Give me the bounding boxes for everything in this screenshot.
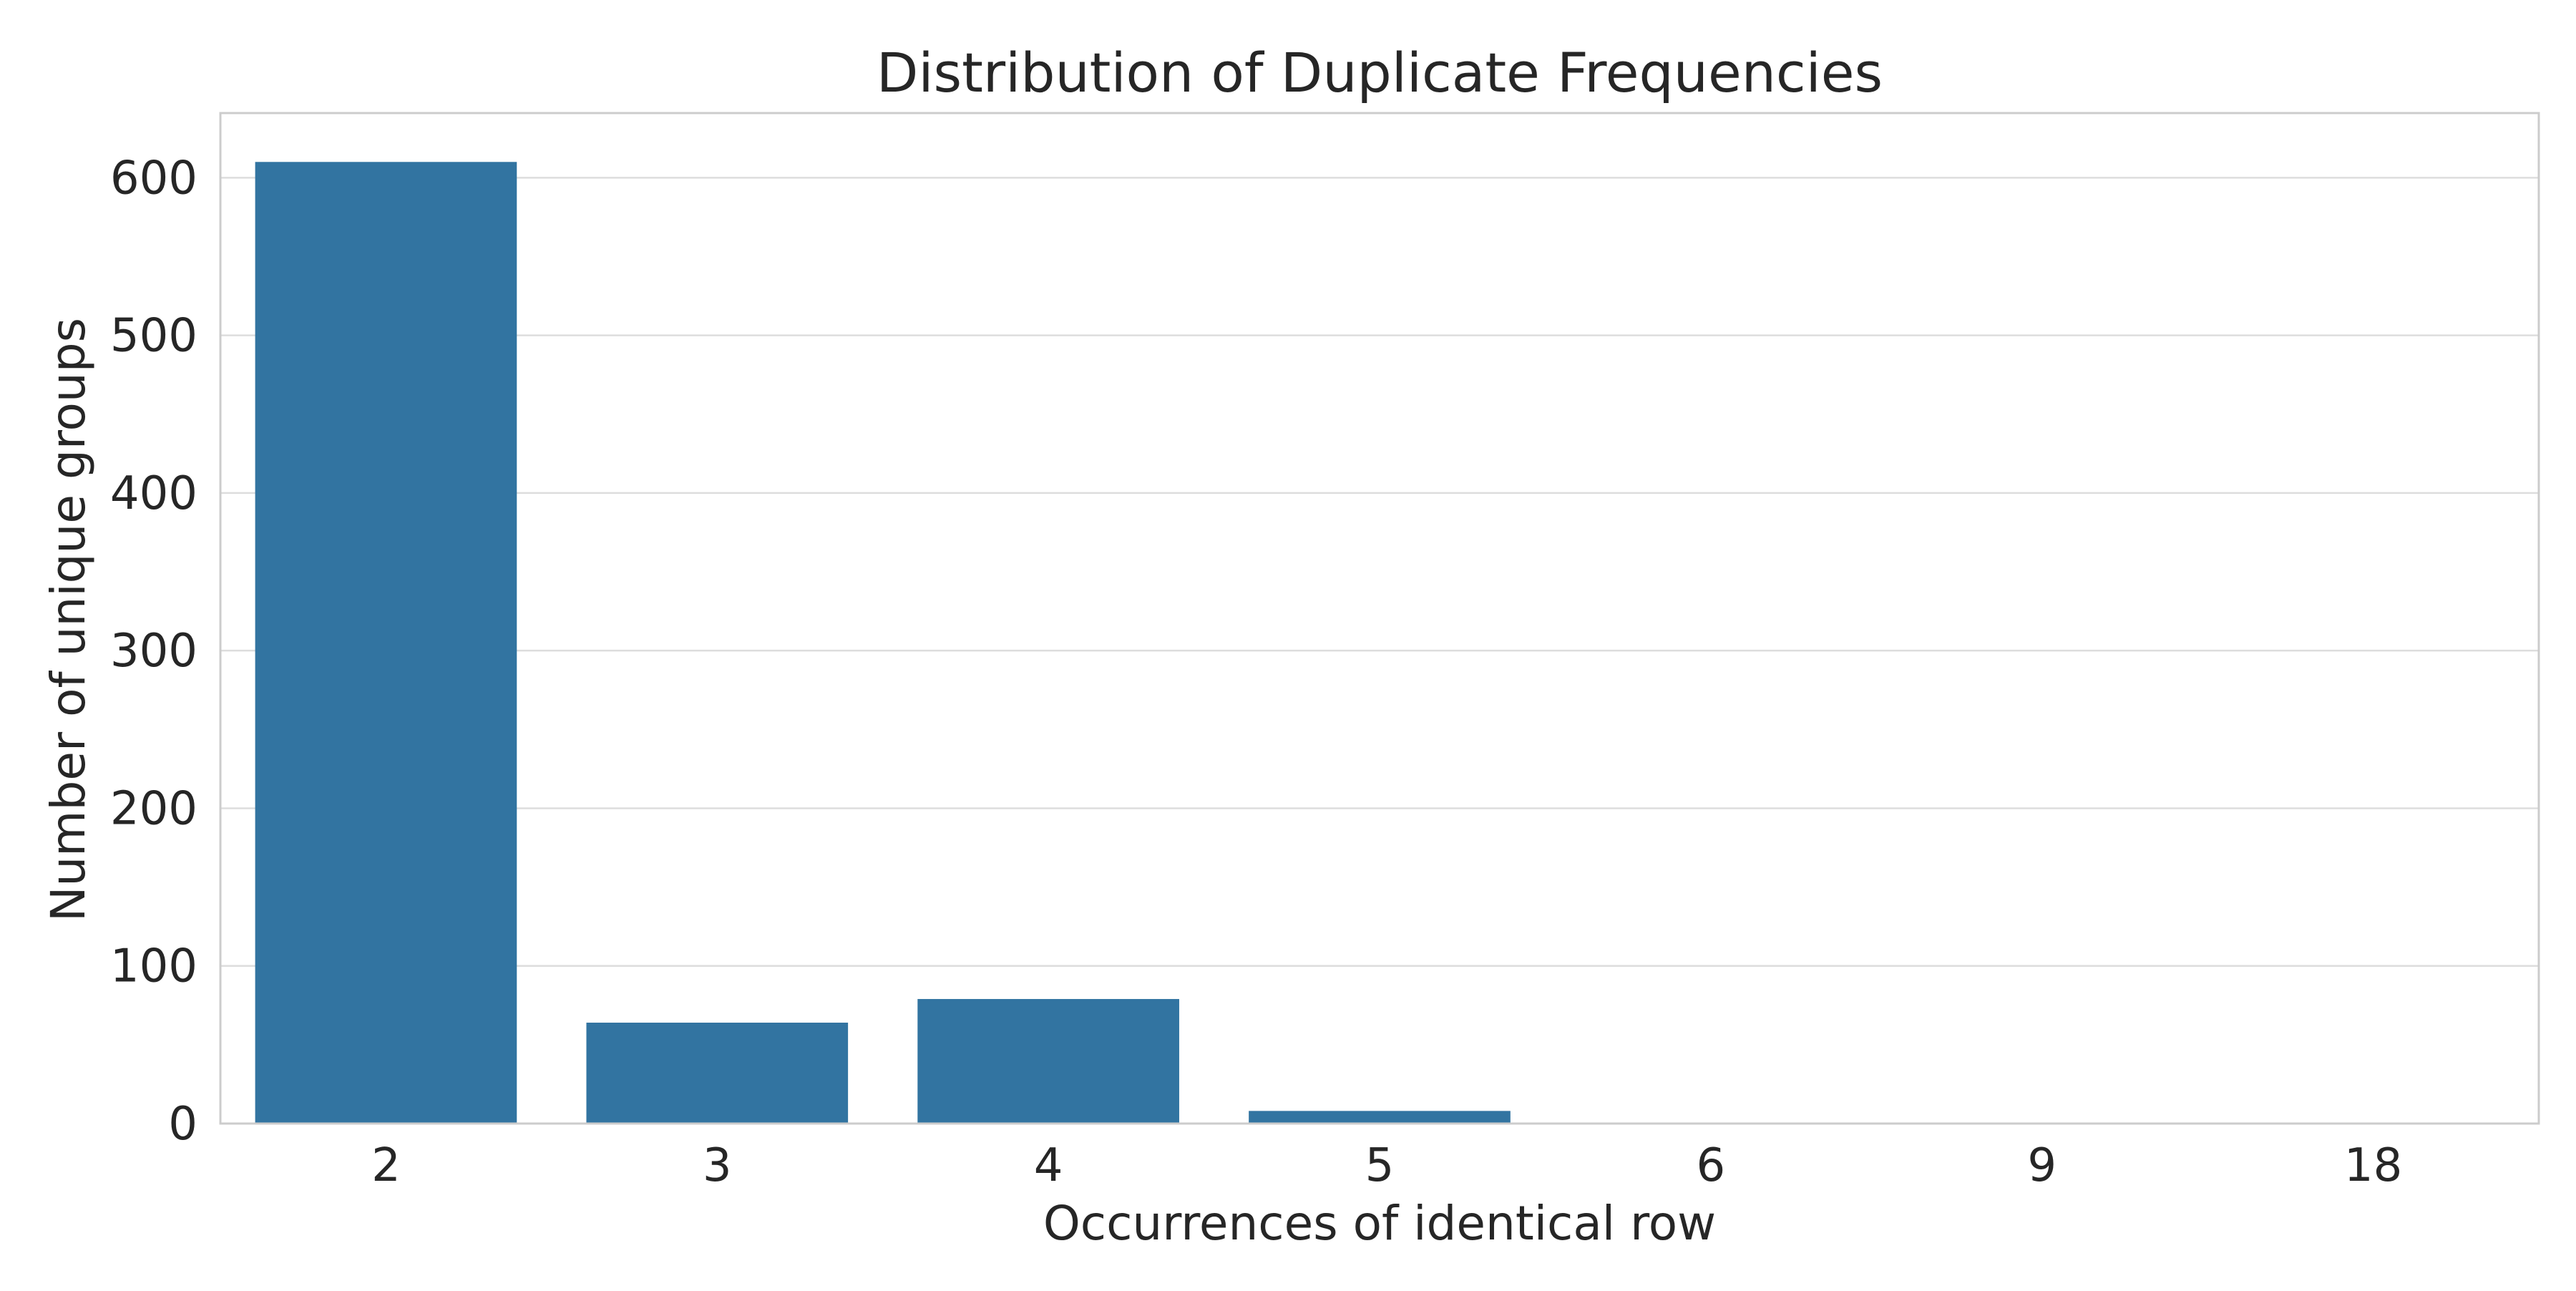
bars	[255, 162, 1511, 1124]
bar-3	[586, 1023, 849, 1124]
y-axis-label: Number of unique groups	[41, 318, 96, 922]
plot-frame	[219, 112, 2540, 1125]
y-tick-label: 100	[110, 940, 197, 993]
x-tick-label: 18	[2344, 1139, 2402, 1192]
x-tick-label: 5	[1365, 1139, 1395, 1192]
x-tick-label: 9	[2027, 1139, 2057, 1192]
y-tick-label: 200	[110, 782, 197, 835]
gridlines	[220, 177, 2539, 967]
x-axis-label: Occurrences of identical row	[1043, 1196, 1716, 1251]
x-tick-labels: 2 3 4 5 6 9 18	[371, 1139, 2402, 1192]
y-tick-label: 300	[110, 625, 197, 678]
y-tick-label: 600	[110, 152, 197, 205]
y-tick-label: 0	[168, 1098, 197, 1151]
bar-2	[255, 162, 517, 1124]
y-tick-label: 500	[110, 310, 197, 363]
x-tick-label: 2	[371, 1139, 401, 1192]
bar-5	[1249, 1111, 1511, 1124]
x-tick-label: 4	[1034, 1139, 1063, 1192]
x-tick-label: 6	[1696, 1139, 1725, 1192]
chart-title: Distribution of Duplicate Frequencies	[877, 41, 1883, 104]
x-tick-label: 3	[703, 1139, 732, 1192]
bar-4	[917, 998, 1179, 1124]
y-tick-labels: 0 100 200 300 400 500 600	[110, 152, 197, 1151]
y-tick-label: 400	[110, 467, 197, 520]
